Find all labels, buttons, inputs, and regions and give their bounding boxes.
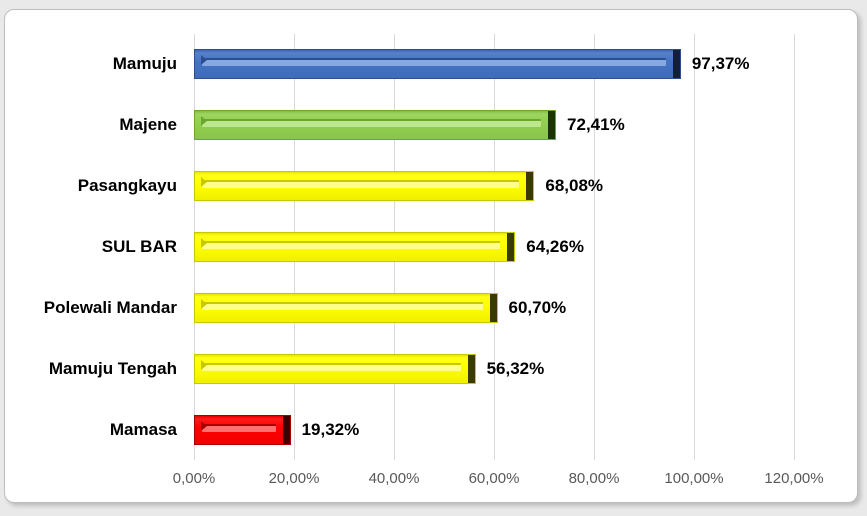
bar-end-cap bbox=[526, 172, 534, 201]
bar-highlight-groove bbox=[201, 420, 276, 432]
bar-row: Polewali Mandar 60,70% bbox=[5, 277, 805, 338]
value-label: 60,70% bbox=[508, 297, 567, 317]
gridline bbox=[794, 34, 795, 460]
bar bbox=[194, 232, 516, 262]
category-label: Mamuju Tengah bbox=[48, 358, 177, 378]
bar-row: SUL BAR 64,26% bbox=[5, 217, 805, 278]
bar-area: 64,26% bbox=[194, 217, 794, 278]
bar-row: Mamuju Tengah 56,32% bbox=[5, 338, 805, 399]
groove-arrow-icon bbox=[201, 238, 207, 248]
bar-row: Mamasa 19,32% bbox=[5, 399, 805, 460]
bar-highlight-groove bbox=[201, 298, 483, 310]
gridline bbox=[694, 34, 695, 460]
bar bbox=[194, 292, 498, 323]
value-label: 97,37% bbox=[691, 54, 750, 74]
axis-tick-label: 60,00% bbox=[468, 470, 520, 487]
category-label: Mamasa bbox=[109, 419, 177, 439]
bar-highlight-groove bbox=[201, 177, 520, 189]
bar-highlight-groove bbox=[201, 55, 666, 67]
bar bbox=[194, 171, 535, 202]
category-label: Pasangkayu bbox=[77, 176, 177, 196]
value-label: 19,32% bbox=[301, 419, 360, 439]
bar-end-cap bbox=[467, 354, 475, 383]
bar-highlight-groove bbox=[201, 238, 501, 249]
bar-highlight-groove bbox=[201, 116, 542, 128]
axis-tick-label: 80,00% bbox=[568, 470, 620, 487]
bar-area: 97,37% bbox=[194, 34, 794, 95]
axis-tick-label: 100,00% bbox=[664, 470, 724, 487]
groove-arrow-icon bbox=[201, 420, 207, 431]
category-label: Polewali Mandar bbox=[43, 297, 177, 317]
gridline bbox=[594, 34, 595, 460]
category-label: SUL BAR bbox=[101, 237, 177, 256]
value-label: 64,26% bbox=[526, 237, 584, 256]
groove-arrow-icon bbox=[201, 177, 207, 188]
bar-row: Majene 72,41% bbox=[5, 95, 805, 156]
axis-tick-label: 40,00% bbox=[368, 470, 420, 487]
bar-end-cap bbox=[282, 415, 290, 444]
bar bbox=[194, 110, 557, 141]
bar bbox=[194, 414, 291, 445]
value-label: 68,08% bbox=[545, 176, 604, 196]
bar-end-cap bbox=[489, 293, 497, 322]
chart-frame: Mamuju 97,37% Majene 72,41% Pasangkayu 68,08%… bbox=[4, 9, 858, 503]
bar-end-cap bbox=[507, 233, 515, 261]
bar-area: 72,41% bbox=[194, 95, 794, 156]
bar-row: Mamuju 97,37% bbox=[5, 34, 805, 95]
groove-arrow-icon bbox=[201, 55, 207, 66]
bar-row: Pasangkayu 68,08% bbox=[5, 156, 805, 217]
bar-area: 60,70% bbox=[194, 277, 794, 338]
axis-tick-label: 0,00% bbox=[172, 470, 216, 487]
groove-arrow-icon bbox=[201, 298, 207, 309]
bar-end-cap bbox=[672, 50, 680, 79]
x-axis: 0,00% 20,00% 40,00% 60,00% 80,00% 100,00% 120,… bbox=[173, 468, 824, 496]
bar-end-cap bbox=[548, 111, 556, 140]
value-label: 56,32% bbox=[486, 358, 545, 378]
bar-area: 19,32% bbox=[194, 399, 794, 460]
bar bbox=[194, 49, 681, 80]
groove-arrow-icon bbox=[201, 359, 207, 370]
category-label: Majene bbox=[119, 115, 177, 135]
bar-highlight-groove bbox=[201, 359, 461, 371]
value-label: 72,41% bbox=[567, 115, 625, 135]
groove-arrow-icon bbox=[201, 116, 207, 127]
category-label: Mamuju bbox=[112, 54, 177, 74]
axis-tick-label: 20,00% bbox=[268, 470, 320, 487]
plot-rows: Mamuju 97,37% Majene 72,41% Pasangkayu 68,08%… bbox=[5, 34, 805, 460]
axis-tick-label: 120,00% bbox=[764, 470, 824, 487]
bar-area: 68,08% bbox=[194, 156, 794, 217]
bar-area: 56,32% bbox=[194, 338, 794, 399]
bar bbox=[194, 353, 476, 384]
